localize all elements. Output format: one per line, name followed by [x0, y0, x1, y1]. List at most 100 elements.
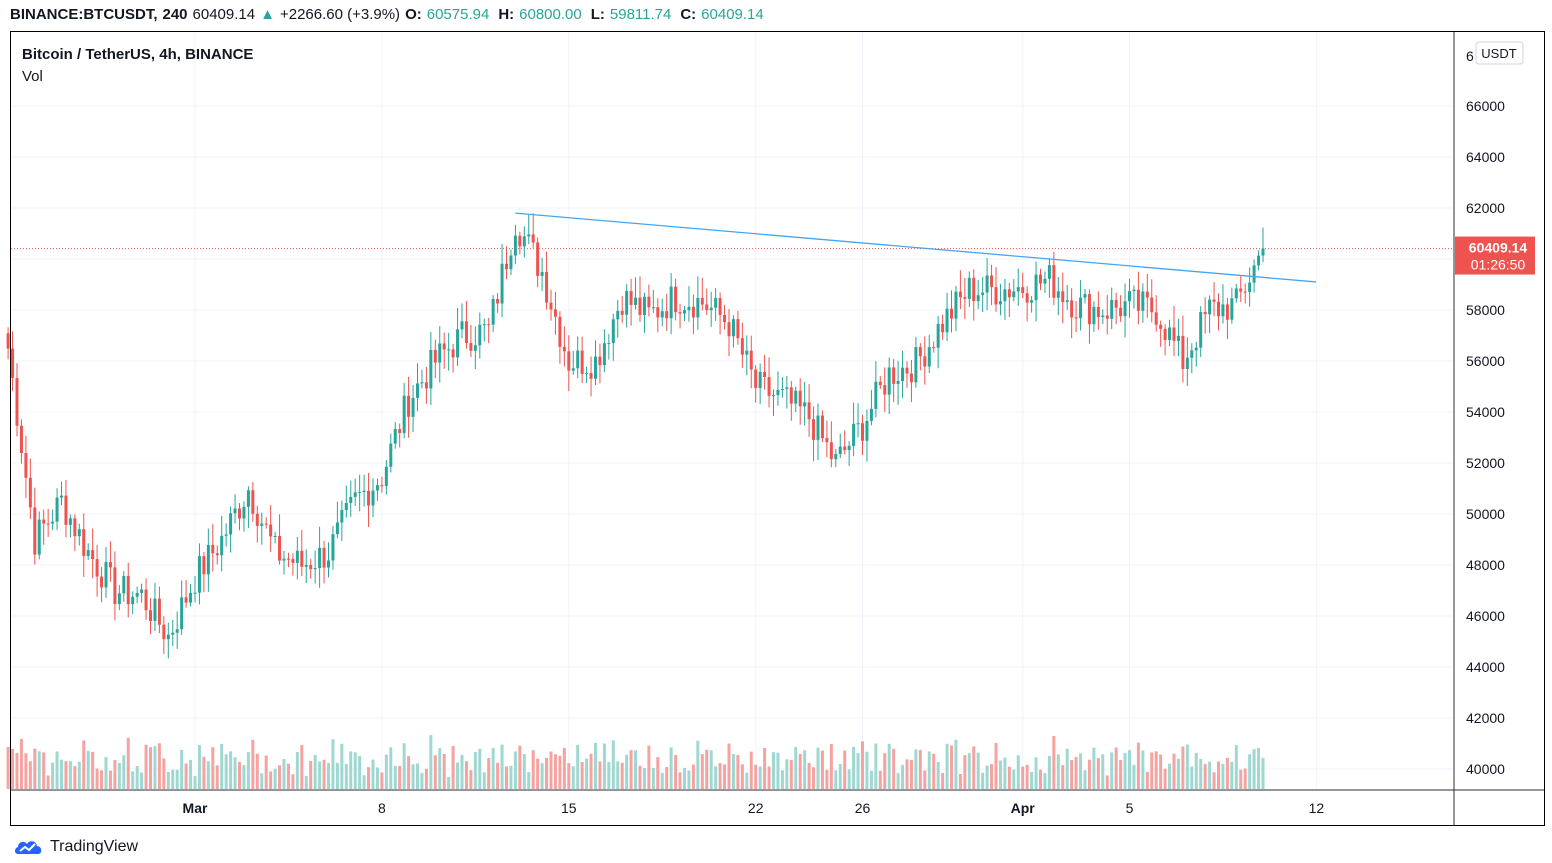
volume-bar: [754, 764, 758, 789]
volume-bar: [95, 768, 99, 789]
candle-body: [1047, 265, 1051, 279]
candle-body: [224, 534, 228, 536]
volume-bar: [829, 743, 833, 789]
currency-label: USDT: [1481, 46, 1516, 61]
candle-body: [220, 535, 224, 556]
volume-bar: [197, 745, 201, 789]
candle-body: [171, 632, 175, 635]
price-tick: 66000: [1466, 98, 1505, 114]
candle-body: [100, 576, 104, 588]
volume-bar: [558, 755, 562, 789]
volume-bar: [175, 769, 179, 789]
volume-bar: [349, 751, 353, 789]
volume-bar: [816, 747, 820, 789]
candle-body: [82, 529, 86, 556]
candle-body: [749, 350, 753, 370]
candle-body: [255, 513, 259, 526]
volume-bar: [242, 765, 246, 789]
volume-bar: [678, 772, 682, 789]
candle-body: [246, 490, 250, 507]
volume-bar: [1136, 742, 1140, 789]
candle-body: [1087, 294, 1091, 325]
volume-bar: [927, 751, 931, 789]
volume-bar: [447, 776, 451, 789]
volume-bar: [683, 767, 686, 789]
volume-bar: [367, 767, 371, 789]
candle-body: [126, 575, 130, 605]
candle-body: [531, 234, 535, 243]
candle-body: [344, 503, 348, 511]
candle-body: [660, 311, 664, 318]
volume-bar: [1172, 753, 1176, 789]
time-tick: 8: [378, 800, 386, 816]
volume-bar: [553, 754, 557, 789]
volume-bar: [229, 751, 233, 789]
candle-body: [923, 356, 927, 367]
low-value: 59811.74: [609, 5, 672, 23]
candle-body: [1003, 289, 1007, 302]
currency-badge[interactable]: USDT: [1475, 41, 1524, 65]
volume-bar: [113, 760, 117, 789]
volume-bar: [540, 763, 544, 789]
volume-bar: [1030, 771, 1034, 789]
volume-bar: [674, 755, 678, 789]
volume-bar: [402, 743, 406, 789]
candle-body: [932, 347, 936, 349]
volume-bar: [100, 770, 104, 789]
volume-legend[interactable]: Vol: [22, 68, 43, 85]
candle-body: [358, 491, 362, 493]
volume-bar: [451, 746, 455, 789]
volume-bar: [11, 748, 15, 789]
high-value: 60800.00: [519, 5, 582, 23]
candle-body: [927, 347, 931, 367]
volume-bar: [714, 766, 718, 789]
interval-value[interactable]: 240: [162, 5, 188, 23]
candle-body: [251, 490, 255, 514]
candle-body: [522, 236, 526, 247]
volume-bar: [647, 745, 651, 789]
volume-bar: [398, 765, 402, 789]
volume-bar: [224, 754, 228, 789]
candle-body: [918, 347, 922, 357]
volume-bar: [1123, 752, 1127, 789]
tradingview-footer[interactable]: TradingView: [14, 838, 138, 856]
volume-bar: [1239, 769, 1243, 789]
volume-bar: [273, 768, 277, 789]
volume-bar: [184, 763, 188, 789]
volume-bar: [117, 763, 121, 789]
volume-bar: [295, 752, 299, 789]
volume-bar: [585, 758, 589, 789]
candle-body: [464, 321, 468, 344]
volume-bar: [629, 750, 633, 789]
volume-bar: [549, 751, 553, 789]
volume-bar: [1087, 759, 1091, 789]
volume-bar: [64, 761, 68, 789]
symbol-name[interactable]: BINANCE:BTCUSDT,: [10, 5, 158, 23]
volume-bar: [126, 737, 130, 789]
volume-bar: [1105, 775, 1109, 789]
candle-body: [398, 429, 402, 434]
volume-bar: [700, 754, 704, 789]
candle-body: [683, 310, 686, 314]
volume-bar: [616, 761, 620, 789]
candle-body: [789, 387, 793, 404]
volume-bar: [411, 764, 415, 789]
candle-body: [625, 291, 629, 315]
candle-body: [580, 350, 584, 374]
candle-body: [282, 558, 286, 561]
candle-body: [994, 287, 998, 305]
volume-bar: [923, 770, 927, 789]
candle-body: [754, 369, 758, 388]
volume-bar: [344, 764, 348, 789]
candle-body: [1234, 288, 1238, 299]
candle-body: [456, 329, 460, 358]
candle-body: [122, 575, 126, 594]
volume-bar: [1128, 750, 1131, 789]
volume-bar: [37, 751, 41, 789]
legend-title[interactable]: Bitcoin / TetherUS, 4h, BINANCE: [22, 46, 254, 63]
volume-bar: [1230, 761, 1234, 789]
volume-bar: [518, 745, 522, 789]
candle-body: [740, 338, 744, 355]
candle-body: [861, 423, 864, 441]
